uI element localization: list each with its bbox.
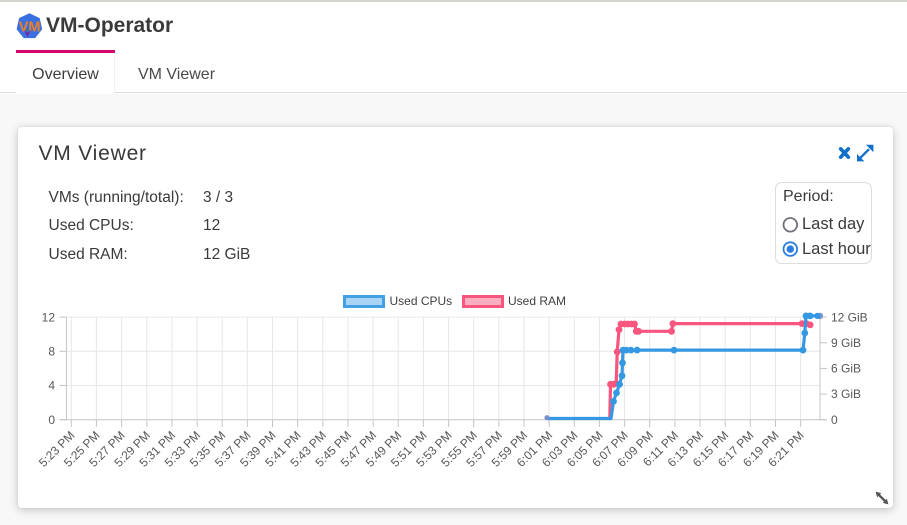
svg-text:4: 4 <box>48 379 55 393</box>
svg-text:VM: VM <box>18 19 40 35</box>
svg-text:12: 12 <box>42 310 56 324</box>
svg-text:12 GiB: 12 GiB <box>831 310 868 324</box>
svg-text:0: 0 <box>48 413 55 427</box>
svg-text:8: 8 <box>48 345 55 359</box>
svg-text:9 GiB: 9 GiB <box>831 336 861 350</box>
svg-text:6 GiB: 6 GiB <box>831 362 861 376</box>
svg-text:3 GiB: 3 GiB <box>831 387 861 401</box>
svg-text:0: 0 <box>831 413 838 427</box>
